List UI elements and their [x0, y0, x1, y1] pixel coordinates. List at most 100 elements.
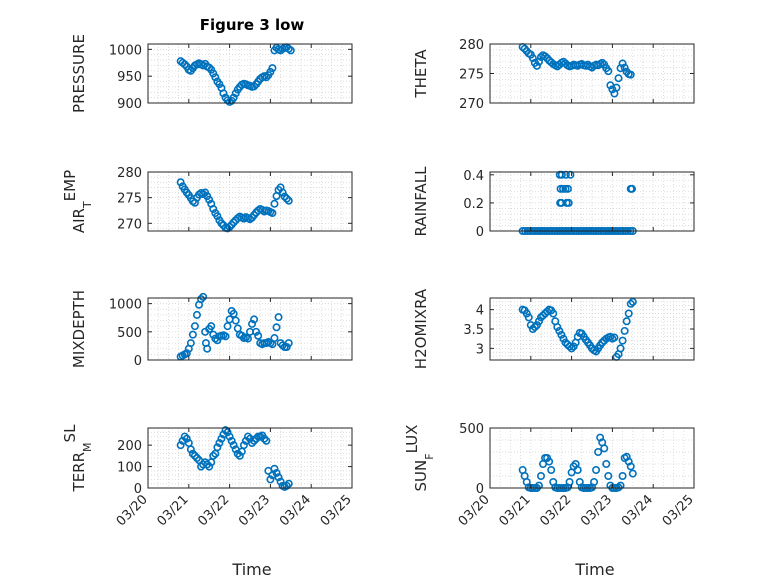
y-tick-label: 200 [117, 439, 142, 454]
y-tick-label: 1000 [109, 298, 142, 313]
data-point [592, 465, 601, 474]
data-point [286, 46, 295, 55]
data-point [270, 464, 279, 473]
y-tick-label: 100 [117, 461, 142, 476]
plot-area [490, 172, 694, 231]
data-point [563, 184, 572, 193]
y-axis-label-tail: LUX [403, 425, 421, 454]
data-point [190, 451, 199, 460]
data-point [536, 471, 545, 480]
data-point [564, 198, 573, 207]
y-axis-label-main: H2OMIXRA [412, 288, 430, 369]
data-point [221, 426, 230, 435]
data-point [561, 184, 570, 193]
data-point [612, 83, 621, 92]
subplot-terr-msl: 0 100 200 03/20 03/21 03/22 03/23 03/24 03/25 TER… [61, 424, 355, 529]
data-point [192, 453, 201, 462]
data-point [282, 481, 291, 490]
data-point [618, 59, 627, 68]
y-tick-label: 3.5 [463, 323, 484, 338]
data-point [532, 321, 541, 330]
data-point [616, 344, 625, 353]
subplot-h2omixra: 3 3.5 4 H2OMIXRA [412, 288, 695, 369]
data-point [618, 336, 627, 345]
data-point [192, 310, 201, 319]
data-point [215, 438, 224, 447]
data-point [252, 434, 261, 443]
plot-area [148, 44, 352, 103]
data-point [628, 297, 637, 306]
y-axis-label: PRESSURE [70, 34, 88, 113]
axes-box [147, 171, 353, 232]
y-axis-label: H2OMIXRA [412, 288, 430, 369]
data-point [524, 313, 533, 322]
y-axis-label-tail: EMP [61, 170, 79, 201]
data-point [190, 322, 199, 331]
subplot-pressure: 900 950 1000 PRESSURE [70, 34, 353, 113]
data-point [557, 198, 566, 207]
data-point [186, 339, 195, 348]
y-tick-label: 270 [459, 97, 484, 112]
data-point [203, 344, 212, 353]
x-tick-label: 03/21 [497, 492, 534, 529]
data-point [626, 299, 635, 308]
data-point [248, 319, 257, 328]
x-tick-label: 03/22 [195, 492, 232, 529]
data-point [231, 316, 240, 325]
data-point [627, 184, 636, 193]
y-tick-label: 500 [459, 422, 484, 437]
data-point [284, 196, 293, 205]
data-point [186, 445, 195, 454]
data-point [555, 326, 564, 335]
data-point [180, 432, 189, 441]
data-point [213, 212, 222, 221]
data-point [229, 93, 238, 102]
data-point [262, 73, 271, 82]
data-point [199, 292, 208, 301]
data-point [223, 322, 232, 331]
subplot-rainfall: 0 0.2 0.4 RAINFALL [412, 166, 695, 240]
data-point [254, 331, 263, 340]
data-point [534, 481, 543, 490]
y-axis-label: SUNFLUX [403, 425, 436, 492]
data-point [282, 343, 291, 352]
data-point [213, 443, 222, 452]
data-point [211, 73, 220, 82]
y-tick-label: 900 [117, 97, 142, 112]
x-tick-label: 03/23 [578, 492, 615, 529]
data-point [534, 317, 543, 326]
axes-box [147, 427, 353, 489]
data-point [272, 468, 281, 477]
x-tick-label: 03/24 [619, 492, 656, 529]
y-axis-label-tail: SL [61, 424, 79, 443]
data-point [209, 451, 218, 460]
data-point [262, 436, 271, 445]
y-axis-label-main: AIR [70, 208, 88, 233]
y-axis-label-main: PRESSURE [70, 34, 88, 113]
x-tick-label: 03/22 [537, 492, 574, 529]
y-tick-label: 0 [476, 482, 484, 497]
x-axis-label-left: Time [231, 560, 271, 579]
data-point [620, 63, 629, 72]
data-point [614, 74, 623, 83]
data-point [532, 61, 541, 70]
data-point [626, 462, 635, 471]
data-point [188, 449, 197, 458]
data-point [559, 334, 568, 343]
data-point [565, 477, 574, 486]
y-tick-label: 275 [459, 68, 484, 83]
data-point [628, 469, 637, 478]
data-point [626, 70, 635, 79]
data-point [622, 317, 631, 326]
data-point [205, 195, 214, 204]
data-point [250, 436, 259, 445]
x-tick-label: 03/20 [456, 492, 493, 529]
data-point [604, 471, 613, 480]
axes-box [147, 43, 353, 104]
data-point [276, 477, 285, 486]
y-tick-label: 0 [134, 482, 142, 497]
y-axis-label-sub: M [81, 442, 94, 452]
data-point [227, 436, 236, 445]
data-point [270, 334, 279, 343]
